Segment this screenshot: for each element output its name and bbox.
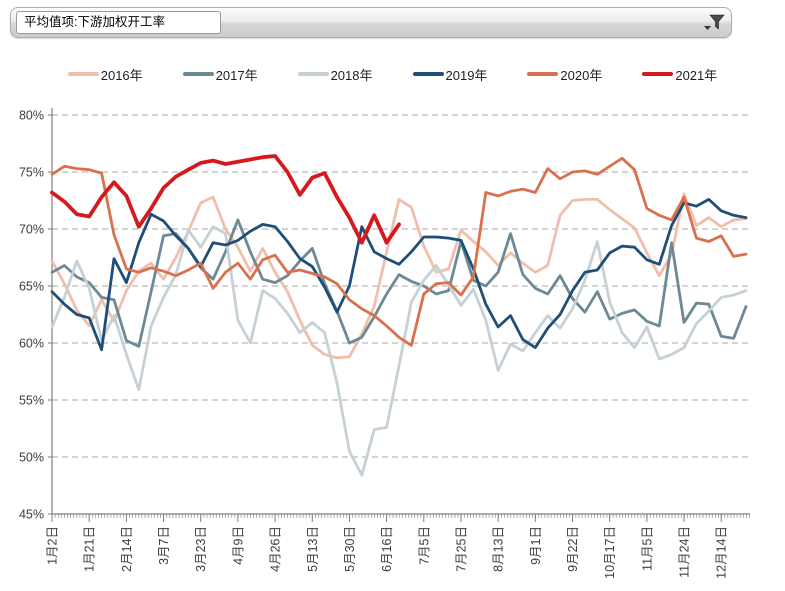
y-tick-label: 60% bbox=[19, 337, 44, 351]
legend-label: 2018年 bbox=[330, 67, 373, 83]
x-tick-label: 2月14日 bbox=[120, 526, 134, 572]
x-tick-label: 5月30日 bbox=[343, 526, 357, 572]
series-line-2017年 bbox=[50, 218, 748, 348]
legend-swatch bbox=[412, 72, 444, 76]
series-line-2020年 bbox=[50, 156, 748, 347]
legend-label: 2020年 bbox=[560, 67, 603, 83]
x-tick-label: 9月1日 bbox=[529, 526, 543, 565]
y-tick-label: 70% bbox=[19, 223, 44, 237]
y-tick-label: 55% bbox=[19, 394, 44, 408]
legend-swatch bbox=[297, 72, 329, 76]
x-tick-label: 11月5日 bbox=[640, 526, 654, 571]
series-line-2018年 bbox=[50, 225, 748, 477]
x-tick-label: 1月2日 bbox=[46, 526, 60, 565]
legend-swatch bbox=[642, 72, 674, 76]
x-tick-label: 4月9日 bbox=[231, 526, 245, 565]
legend-item-2020年[interactable]: 2020年 bbox=[527, 65, 602, 84]
series-line-2021年 bbox=[50, 154, 401, 245]
legend-label: 2017年 bbox=[215, 67, 258, 83]
x-tick-label: 12月14日 bbox=[715, 526, 729, 579]
legend-label: 2021年 bbox=[675, 67, 718, 83]
x-tick-label: 6月16日 bbox=[380, 526, 394, 572]
x-tick-label: 7月25日 bbox=[454, 526, 468, 572]
x-tick-label: 3月23日 bbox=[194, 526, 208, 572]
legend-swatch bbox=[527, 72, 559, 76]
series-line-2019年 bbox=[50, 197, 748, 352]
x-tick-label: 5月13日 bbox=[306, 526, 320, 572]
x-tick-label: 4月26日 bbox=[269, 526, 283, 572]
legend-item-2016年[interactable]: 2016年 bbox=[67, 65, 143, 84]
legend-item-2021年[interactable]: 2021年 bbox=[642, 65, 717, 84]
y-tick-label: 65% bbox=[19, 280, 44, 294]
legend-label: 2019年 bbox=[445, 67, 488, 83]
legend-item-2018年[interactable]: 2018年 bbox=[297, 65, 373, 84]
pivot-field-button[interactable]: 平均值项:下游加权开工率 bbox=[16, 11, 221, 34]
funnel-icon bbox=[704, 14, 725, 30]
y-tick-label: 75% bbox=[19, 166, 44, 180]
y-tick-label: 80% bbox=[19, 109, 44, 123]
pivot-field-label: 平均值项:下游加权开工率 bbox=[24, 15, 165, 29]
x-tick-label: 11月24日 bbox=[678, 526, 692, 578]
legend-swatch bbox=[182, 72, 214, 76]
x-tick-label: 10月17日 bbox=[603, 526, 617, 579]
legend-swatch bbox=[67, 72, 99, 76]
chart-legend: 2016年 2017年 2018年 2019年 2020年 2021年 bbox=[0, 63, 785, 85]
y-tick-label: 50% bbox=[19, 451, 44, 465]
pivot-field-header: 平均值项:下游加权开工率 bbox=[10, 7, 732, 38]
x-tick-label: 1月21日 bbox=[83, 526, 97, 572]
legend-label: 2016年 bbox=[100, 67, 143, 83]
x-tick-label: 7月5日 bbox=[417, 526, 431, 565]
x-tick-label: 9月22日 bbox=[566, 526, 580, 572]
legend-item-2017年[interactable]: 2017年 bbox=[182, 65, 258, 84]
x-tick-label: 8月13日 bbox=[492, 526, 506, 572]
y-tick-label: 45% bbox=[19, 508, 44, 522]
legend-item-2019年[interactable]: 2019年 bbox=[412, 65, 488, 84]
filter-button[interactable] bbox=[697, 10, 727, 34]
x-tick-label: 3月7日 bbox=[157, 526, 171, 565]
